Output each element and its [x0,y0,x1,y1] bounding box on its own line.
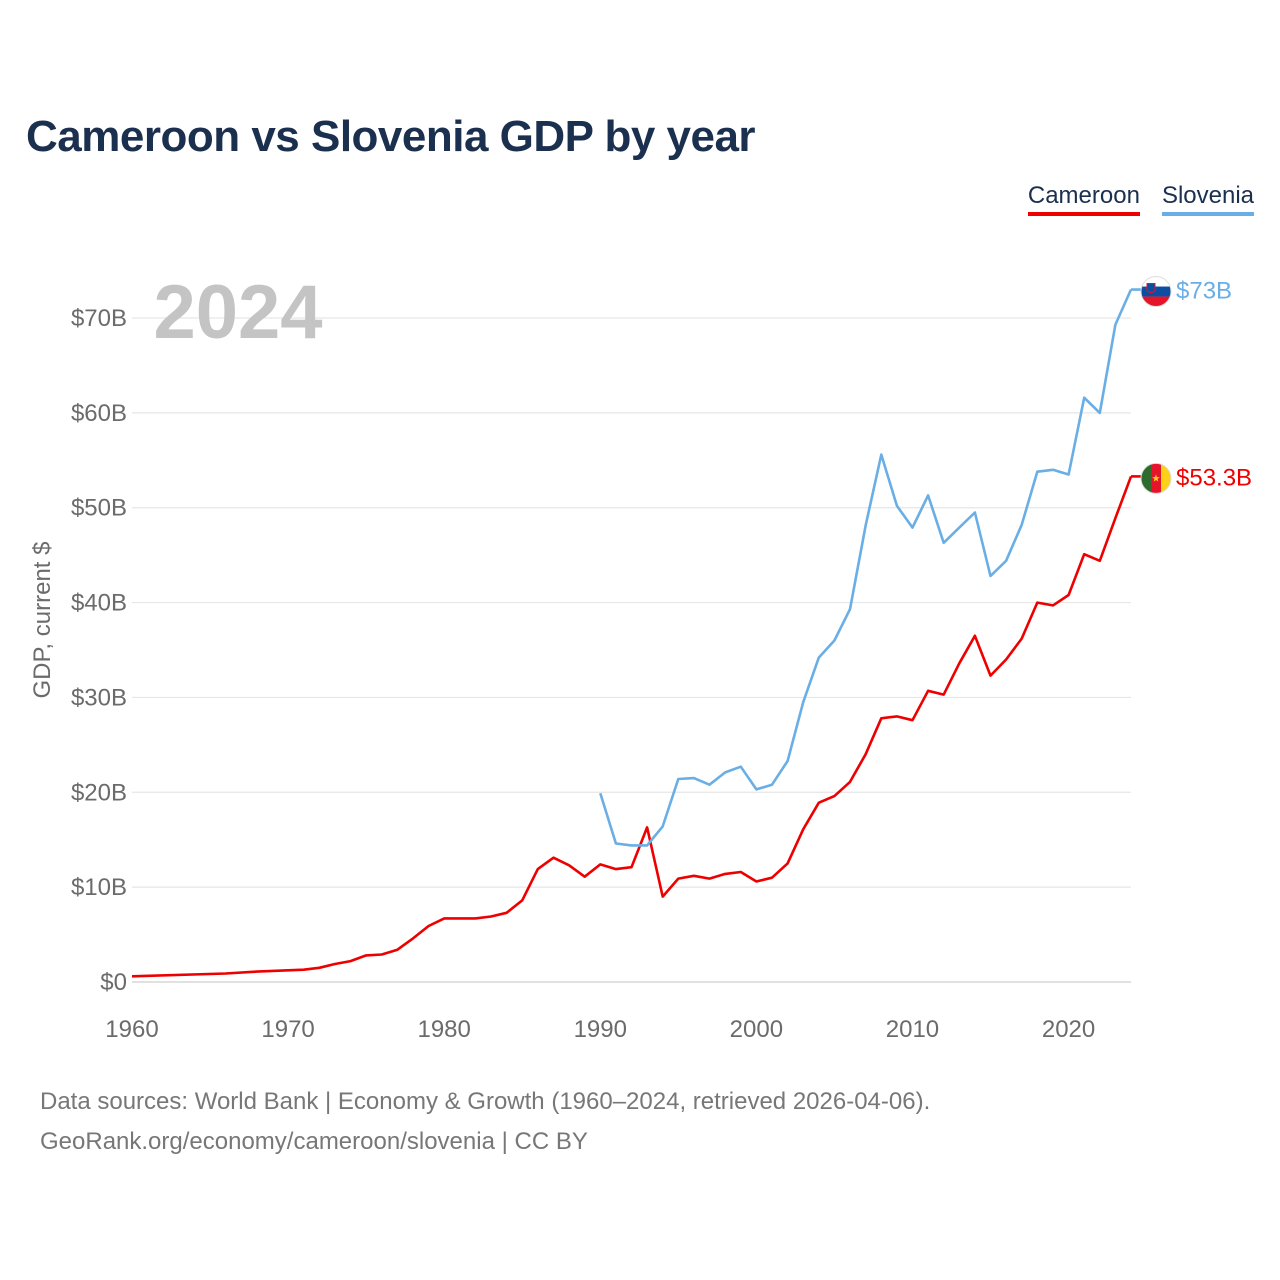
end-value-label-cameroon: $53.3B [1176,464,1252,491]
series-line-cameroon [131,475,1133,978]
slovenia-flag-icon [1140,276,1172,308]
x-tick-label: 1990 [574,1016,627,1043]
y-tick-label: $30B [71,684,127,711]
chart-title: Cameroon vs Slovenia GDP by year [26,112,756,161]
series-line-slovenia [599,288,1133,847]
x-tick-label: 2020 [1042,1016,1095,1043]
x-axis-ticks: 1960 1970 1980 1990 2000 2010 2020 [105,1016,1095,1043]
legend: Cameroon Slovenia [1027,182,1254,216]
end-markers: $53.3B $73B [1131,276,1252,494]
y-tick-label: $60B [71,400,127,427]
cameroon-flag-icon [1140,462,1172,494]
x-tick-label: 2000 [730,1016,783,1043]
legend-item-slovenia[interactable]: Slovenia [1161,182,1254,216]
series-lines [131,288,1133,978]
legend-item-cameroon[interactable]: Cameroon [1027,182,1140,216]
year-watermark: 2024 [153,270,322,355]
x-tick-label: 1970 [261,1016,314,1043]
y-tick-label: $20B [71,779,127,806]
grid-lines [132,317,1131,983]
y-tick-label: $10B [71,874,127,901]
y-tick-label: $0 [100,969,127,996]
x-tick-label: 1980 [417,1016,470,1043]
source-note: Data sources: World Bank | Economy & Gro… [40,1082,930,1162]
y-tick-label: $50B [71,495,127,522]
y-tick-label: $70B [71,305,127,332]
end-value-label-slovenia: $73B [1176,278,1232,305]
y-axis-title: GDP, current $ [29,542,56,699]
x-tick-label: 2010 [886,1016,939,1043]
source-line-2: GeoRank.org/economy/cameroon/slovenia | … [40,1128,588,1155]
y-tick-label: $40B [71,590,127,617]
x-tick-label: 1960 [105,1016,158,1043]
y-axis-ticks: $0 $10B $20B $30B $40B $50B $60B $70B [71,305,127,996]
source-line-1: Data sources: World Bank | Economy & Gro… [40,1088,931,1115]
